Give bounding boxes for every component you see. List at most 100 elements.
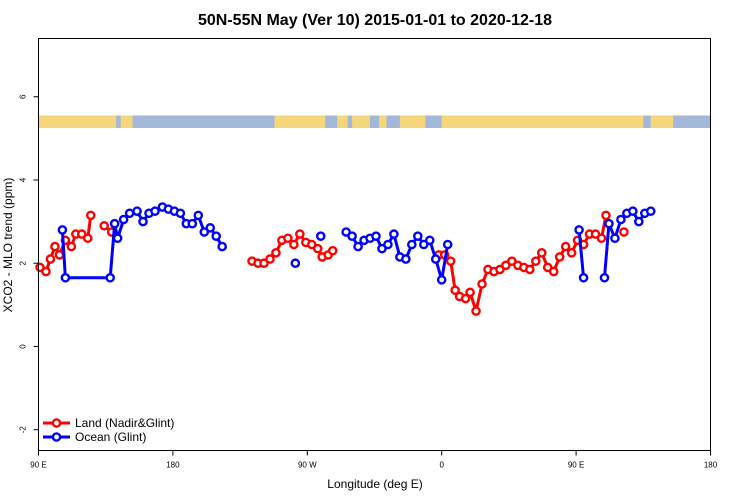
x-tick-label: 180 (166, 461, 180, 470)
data-point (193, 210, 204, 221)
series-line (577, 229, 586, 278)
data-point (211, 231, 222, 241)
data-point (465, 287, 475, 298)
data-point (560, 241, 571, 252)
data-point (574, 225, 584, 235)
data-point (536, 248, 547, 258)
data-point (271, 248, 281, 258)
land-mask-band (38, 115, 711, 128)
x-tick-label: 180 (704, 461, 718, 470)
data-point (347, 231, 357, 241)
data-point (604, 218, 614, 229)
data-point (50, 241, 60, 252)
data-point (450, 285, 460, 296)
plot-frame (38, 38, 711, 451)
data-point (424, 235, 435, 246)
data-point (383, 239, 393, 250)
data-point (312, 243, 323, 254)
data-point (601, 210, 611, 221)
x-tick-label: 90 W (298, 461, 317, 470)
y-axis-label: XCO2 - MLO trend (ppm) (1, 178, 15, 313)
data-point (619, 227, 629, 237)
data-point (99, 220, 110, 231)
data-point (138, 216, 148, 227)
land-span-3 (337, 115, 348, 128)
data-point (150, 206, 160, 217)
data-point (596, 233, 607, 244)
data-point (295, 229, 305, 239)
data-point (45, 254, 56, 264)
data-point (442, 239, 453, 250)
data-point (327, 245, 338, 256)
data-point (85, 210, 96, 221)
data-point (82, 233, 93, 244)
data-point (401, 254, 411, 264)
data-point (175, 208, 186, 219)
data-point (289, 239, 299, 250)
x-tick-label: 90 E (568, 461, 584, 470)
data-point (599, 272, 610, 283)
data-point (389, 229, 399, 239)
data-point (187, 218, 198, 229)
land-span-7 (441, 115, 644, 128)
series-0 (35, 210, 629, 316)
data-point (436, 275, 447, 285)
data-point (315, 231, 326, 241)
land-span-2 (274, 115, 326, 128)
series-layer (35, 202, 656, 316)
land-span-5 (378, 115, 387, 128)
data-point (109, 218, 120, 229)
data-point (105, 272, 115, 283)
y-tick-label: 6 (19, 94, 28, 99)
land-span-0 (38, 115, 117, 128)
land-span-4 (352, 115, 371, 128)
legend: Land (Nadir&Glint)Ocean (Glint) (43, 416, 174, 444)
data-point (578, 272, 589, 283)
y-tick-label: 0 (19, 344, 28, 349)
data-point (645, 206, 656, 217)
data-point (57, 225, 68, 235)
data-point (525, 264, 535, 275)
land-span-8 (650, 115, 674, 128)
y-tick-label: 4 (19, 177, 28, 182)
data-point (566, 248, 577, 258)
data-point (205, 223, 216, 233)
data-point (413, 231, 423, 241)
data-point (283, 233, 293, 244)
data-point (290, 258, 301, 269)
y-tick-label: 2 (19, 260, 28, 265)
data-point (460, 293, 471, 304)
data-point (616, 214, 626, 225)
x-axis-label: Longitude (deg E) (327, 477, 422, 491)
data-point (471, 306, 481, 316)
data-point (530, 256, 541, 266)
data-point (132, 206, 142, 217)
data-point (407, 239, 417, 250)
data-point (66, 241, 77, 252)
x-tick-label: 0 (439, 461, 444, 470)
data-point (430, 254, 441, 264)
land-span-1 (120, 115, 133, 128)
data-point (371, 231, 381, 241)
data-point (634, 216, 644, 227)
y-tick-label: -2 (19, 426, 28, 434)
data-point (41, 266, 51, 277)
data-point (610, 233, 620, 244)
data-point (54, 250, 65, 260)
data-point (554, 252, 565, 262)
x-tick-label: 90 E (30, 461, 46, 470)
data-point (118, 214, 129, 225)
legend-swatch-marker (51, 418, 62, 428)
data-point (353, 241, 363, 252)
data-point (265, 254, 275, 264)
y-axis: -2 0 2 4 6 (19, 94, 39, 433)
data-point (628, 206, 638, 217)
legend-swatch-marker (51, 432, 62, 442)
legend-label: Land (Nadir&Glint) (75, 416, 174, 430)
data-point (217, 241, 227, 252)
data-point (124, 208, 135, 219)
data-point (112, 233, 123, 244)
data-point (548, 266, 559, 277)
series-1 (57, 202, 656, 285)
